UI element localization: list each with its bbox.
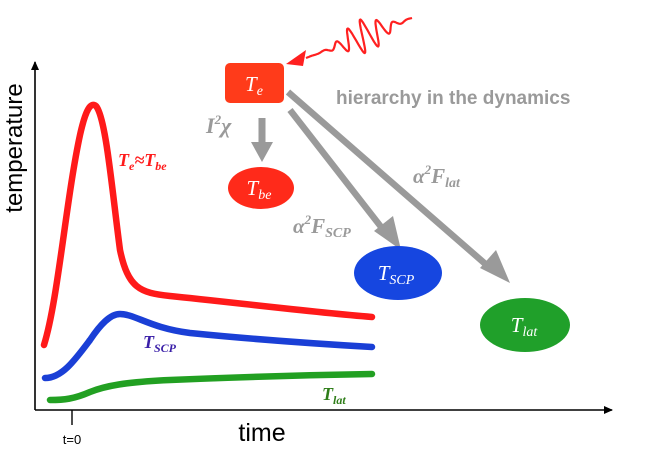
electron-temperature-curve xyxy=(40,101,376,349)
node-tscp-label: TSCP xyxy=(378,261,415,288)
node-tlat-label: Tlat xyxy=(511,313,539,340)
t0-label: t=0 xyxy=(63,432,81,447)
hierarchy-arrows xyxy=(251,89,510,283)
node-tscp: TSCP xyxy=(354,246,442,300)
curves xyxy=(40,101,376,404)
laser-pulse xyxy=(286,16,413,66)
arrow-te-to-tlat xyxy=(285,89,493,271)
arrow-te-to-tscp xyxy=(287,108,388,234)
lattice-temperature-curve xyxy=(46,370,376,404)
node-tbe-ellipse xyxy=(228,167,294,209)
a2fscp-label: α2FSCP xyxy=(293,212,351,241)
node-tbe: Tbe xyxy=(228,167,294,209)
arrowhead-te-to-tscp xyxy=(374,216,401,250)
node-tbe-label: Tbe xyxy=(247,176,272,203)
a2flat-label: α2Flat xyxy=(413,162,461,191)
electron-curve-label: Te≈Tbe xyxy=(118,150,167,173)
i2chi-label: I2χ xyxy=(205,112,232,138)
node-te-box xyxy=(225,63,284,103)
scp-temperature-curve xyxy=(41,310,376,382)
node-te: Te xyxy=(225,63,284,103)
lattice-curve-label: Tlat xyxy=(322,384,346,407)
node-tlat-ellipse xyxy=(480,298,570,352)
hierarchy-label: hierarchy in the dynamics xyxy=(336,88,570,109)
node-tlat: Tlat xyxy=(480,298,570,352)
scp-curve-label: TSCP xyxy=(143,332,177,355)
arrowhead-te-to-tbe xyxy=(251,142,273,162)
node-te-label: Te xyxy=(245,72,263,99)
axes: t=0 time temperature xyxy=(1,61,613,447)
laser-wave xyxy=(305,16,413,60)
y-axis-label: temperature xyxy=(1,83,28,212)
laser-arrowhead xyxy=(286,50,306,66)
x-axis-label: time xyxy=(238,419,285,447)
arrowhead-te-to-tlat xyxy=(480,250,510,283)
node-tscp-ellipse xyxy=(354,246,442,300)
